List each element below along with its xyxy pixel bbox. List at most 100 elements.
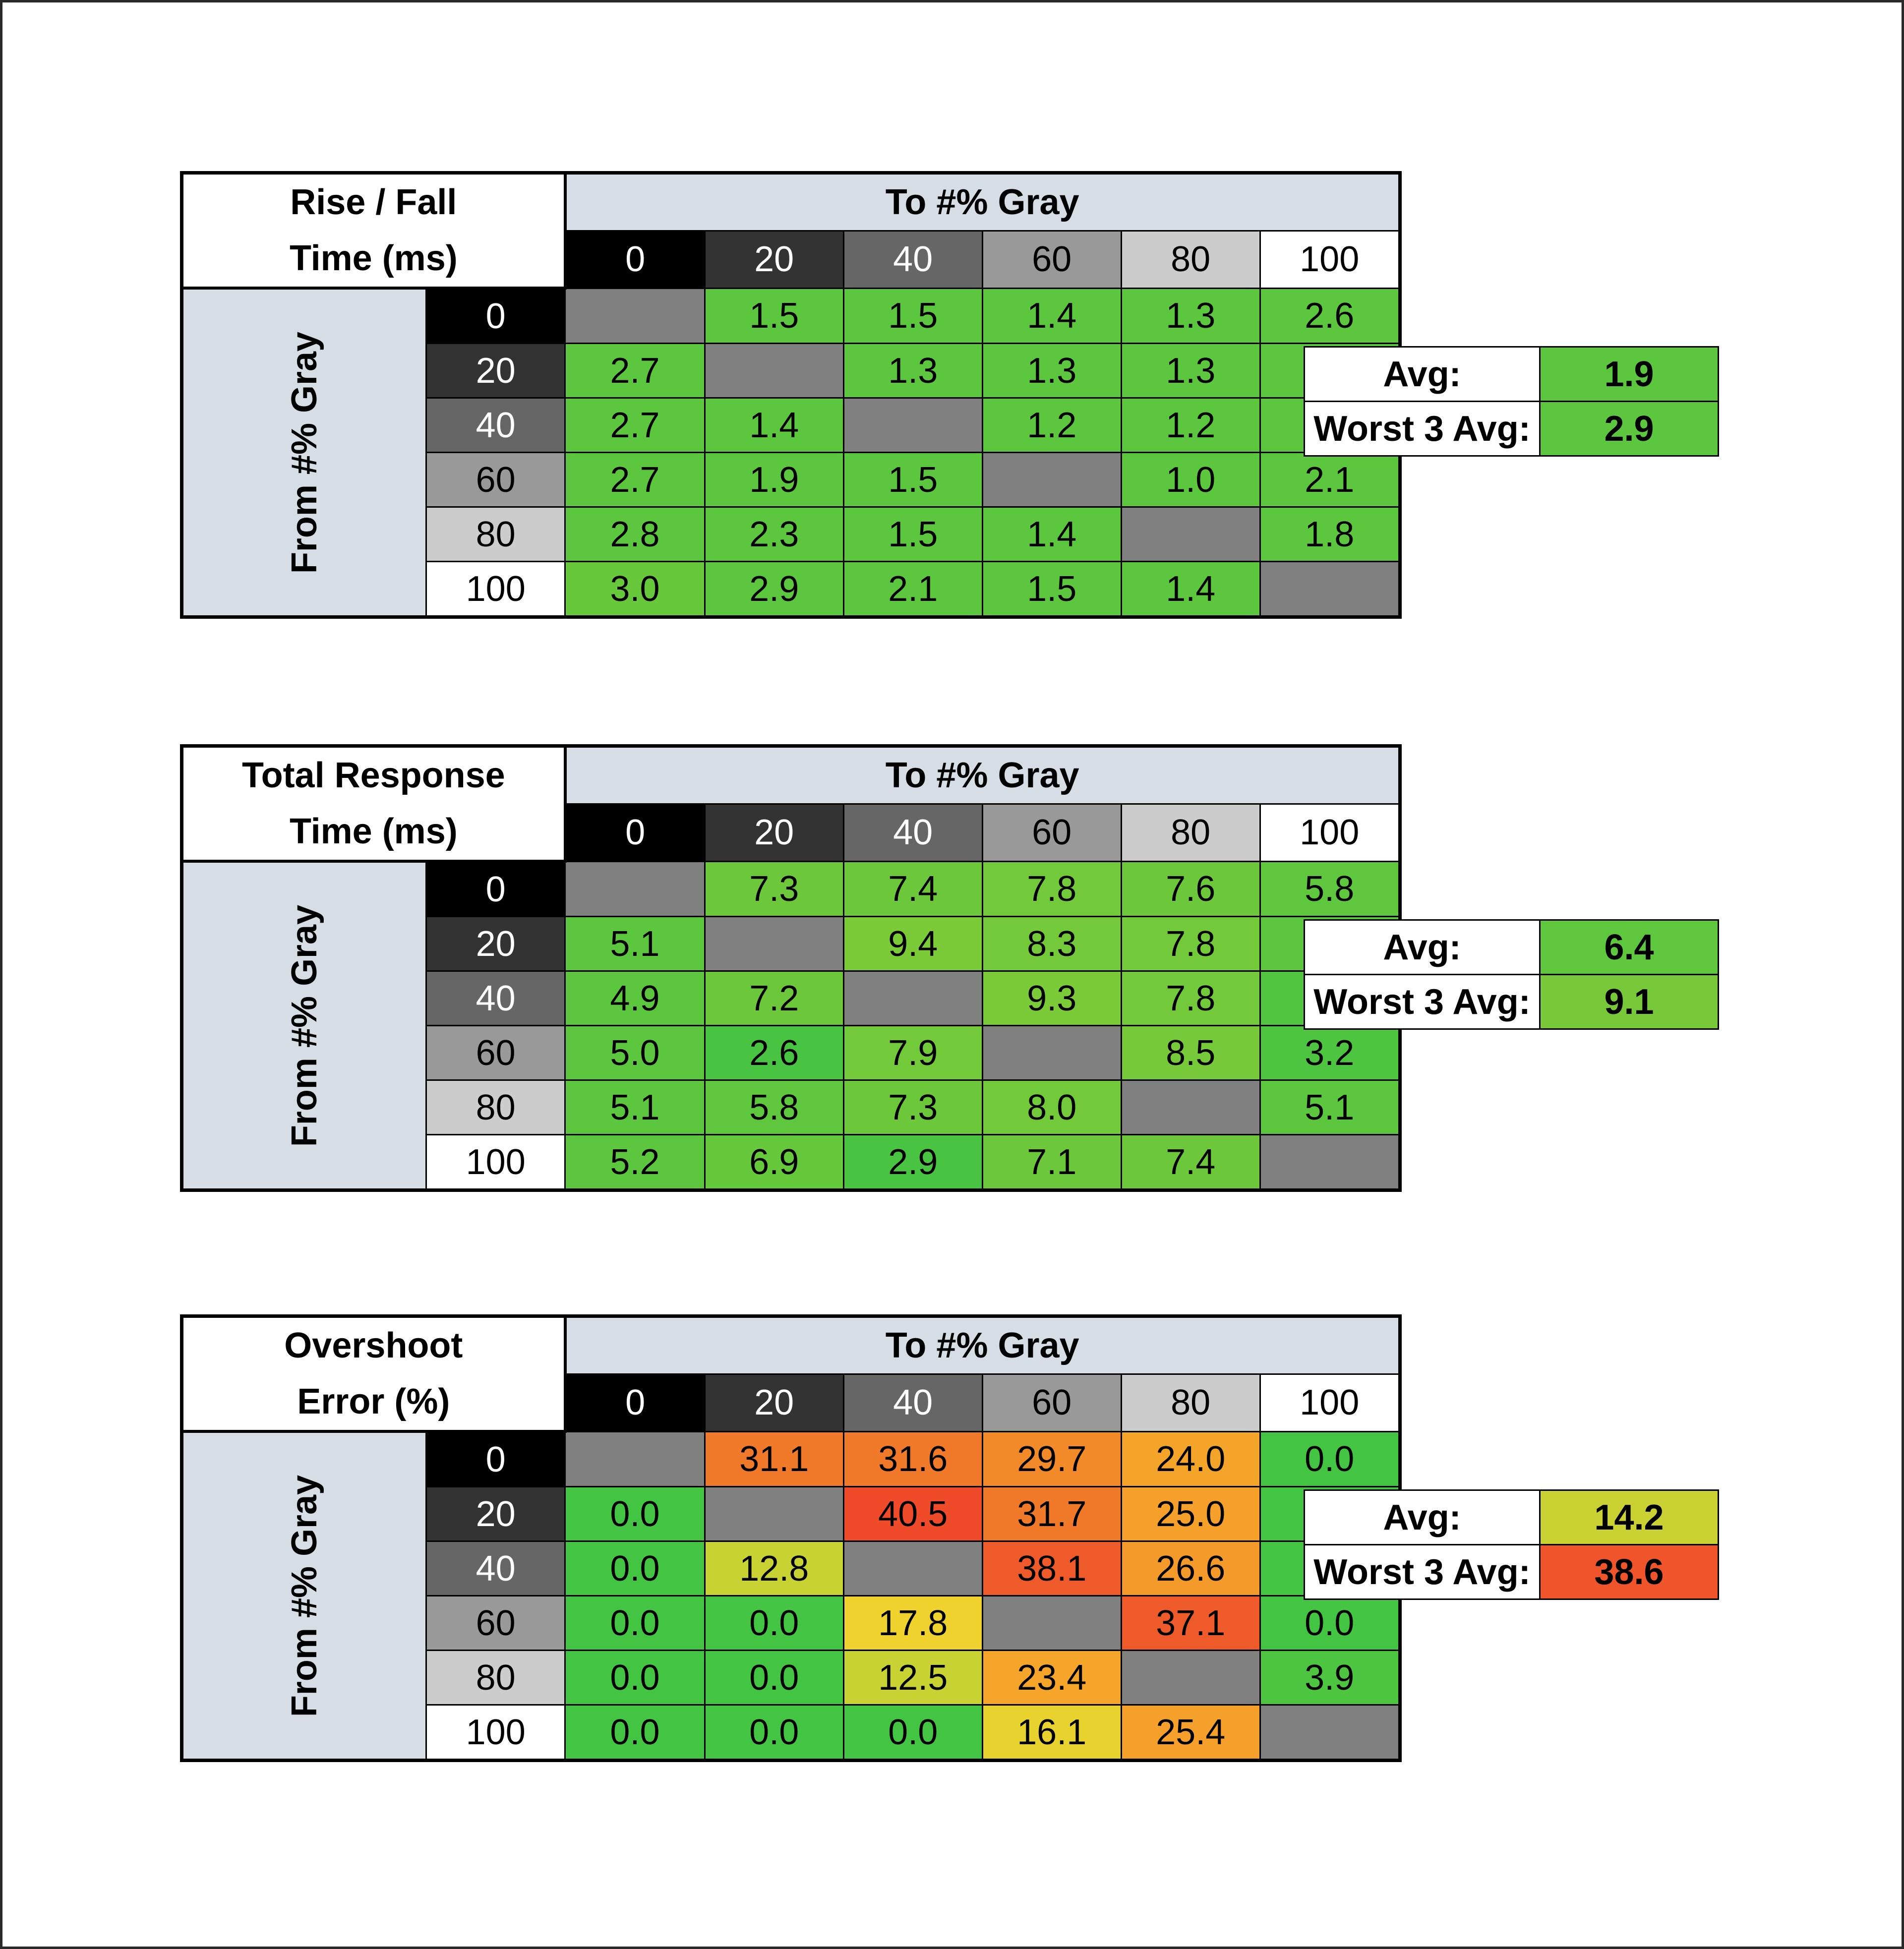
value-cell: 9.3: [981, 970, 1122, 1026]
diagonal-cell: [704, 1486, 844, 1542]
header-row: Total Response Time (ms) To #% Gray: [180, 745, 1401, 863]
value-cell: 1.2: [981, 397, 1122, 453]
column-level-60: 60: [981, 230, 1122, 289]
worst3-avg-label: Worst 3 Avg:: [1304, 1544, 1541, 1600]
column-level-60: 60: [981, 1373, 1122, 1432]
table-title-line: Rise / Fall: [290, 182, 457, 222]
value-cell: 1.4: [1120, 561, 1261, 618]
table-title: Rise / Fall Time (ms): [180, 172, 567, 290]
row-level-40: 40: [425, 1540, 566, 1596]
diagonal-cell: [981, 452, 1122, 508]
value-cell: 12.8: [704, 1540, 844, 1596]
data-row: 400.012.838.126.60.0: [182, 1540, 1401, 1596]
to-gray-header: To #% Gray: [564, 172, 1401, 232]
value-cell: 1.5: [842, 287, 983, 344]
value-cell: 0.0: [564, 1704, 706, 1761]
column-level-80: 80: [1120, 230, 1261, 289]
data-row: 80 0.0 0.0 12.5 23.4 3.9: [182, 1650, 1401, 1706]
column-level-60: 60: [981, 803, 1122, 862]
row-level-80: 80: [425, 1650, 566, 1706]
value-cell: 2.3: [704, 506, 844, 562]
from-gray-header: From #% Gray: [180, 1430, 427, 1761]
value-cell: 0.0: [564, 1540, 706, 1596]
value-cell: 0.0: [564, 1486, 706, 1542]
value-cell: 0.0: [564, 1595, 706, 1651]
data-row: 60 5.0 2.6 7.9 8.5 3.2: [182, 1025, 1401, 1081]
value-cell: 3.0: [564, 561, 706, 618]
data-row: From #% Gray 0 31.1 31.6 29.7 24.0 0.0: [180, 1430, 1401, 1761]
value-cell: 8.0: [981, 1079, 1122, 1135]
summary-table: Avg: 14.2 Worst 3 Avg: 38.6: [1304, 1489, 1719, 1600]
value-cell: 2.9: [704, 561, 844, 618]
worst3-avg-value: 2.9: [1539, 401, 1719, 457]
avg-row: Avg: 1.9: [1304, 346, 1719, 402]
data-row: 402.71.41.21.22.3: [182, 397, 1401, 453]
table-panel-3: Overshoot Error (%) To #% Gray 0 20 40 60 80 100…: [180, 1314, 1402, 1762]
value-cell: 7.6: [1120, 860, 1261, 917]
data-row: 60 0.0 0.0 17.8 37.1 0.0: [182, 1595, 1401, 1651]
to-gray-header: To #% Gray: [564, 1315, 1401, 1375]
value-cell: 7.8: [1120, 916, 1261, 972]
value-cell: 17.8: [842, 1595, 983, 1651]
value-cell: 1.3: [842, 343, 983, 399]
table-panel-2: Total Response Time (ms) To #% Gray 0 20 40 60…: [180, 744, 1402, 1192]
column-levels-row: 0 20 40 60 80 100: [182, 1373, 1401, 1432]
diagonal-cell: [1120, 1650, 1261, 1706]
data-row: From #% Gray 0 7.3 7.4 7.8 7.6 5.8: [180, 860, 1401, 1191]
column-level-20: 20: [704, 803, 844, 862]
row-level-100: 100: [425, 561, 566, 618]
column-levels-row: 0 20 40 60 80 100: [182, 230, 1401, 289]
data-row: 80 5.1 5.8 7.3 8.0 5.1: [182, 1079, 1401, 1135]
value-cell: 7.3: [842, 1079, 983, 1135]
value-cell: 16.1: [981, 1704, 1122, 1761]
diagonal-cell: [564, 1430, 706, 1487]
diagonal-cell: [1120, 506, 1261, 562]
from-gray-label: From #% Gray: [285, 1475, 325, 1717]
value-cell: 0.0: [1259, 1595, 1401, 1651]
value-cell: 2.7: [564, 452, 706, 508]
value-cell: 5.1: [564, 1079, 706, 1135]
heatmap-table: Rise / Fall Time (ms) To #% Gray 0 20 40 60 80 1…: [180, 171, 1402, 619]
data-row: 100 0.0 0.0 0.0 16.1 25.4: [182, 1704, 1401, 1761]
worst3-avg-label: Worst 3 Avg:: [1304, 974, 1541, 1030]
column-level-0: 0: [564, 803, 706, 862]
diagonal-cell: [1259, 1134, 1401, 1191]
table-title-line: Total Response: [241, 756, 505, 795]
diagonal-cell: [842, 397, 983, 453]
column-level-80: 80: [1120, 1373, 1261, 1432]
heatmap-table: Overshoot Error (%) To #% Gray 0 20 40 60 80 100…: [180, 1314, 1402, 1762]
value-cell: 7.8: [981, 860, 1122, 917]
value-cell: 5.8: [704, 1079, 844, 1135]
data-row: 200.040.531.725.00.0: [182, 1486, 1401, 1542]
table-panel-1: Rise / Fall Time (ms) To #% Gray 0 20 40 60 80 1…: [180, 171, 1402, 619]
column-level-100: 100: [1259, 230, 1401, 289]
worst3-avg-row: Worst 3 Avg: 2.9: [1304, 401, 1719, 457]
row-level-0: 0: [425, 287, 566, 344]
data-row: 80 2.8 2.3 1.5 1.4 1.8: [182, 506, 1401, 562]
value-cell: 0.0: [564, 1650, 706, 1706]
row-level-80: 80: [425, 506, 566, 562]
value-cell: 1.5: [842, 506, 983, 562]
value-cell: 7.1: [981, 1134, 1122, 1191]
avg-label: Avg:: [1304, 1489, 1541, 1545]
column-level-40: 40: [842, 230, 983, 289]
diagonal-cell: [564, 860, 706, 917]
value-cell: 3.2: [1259, 1025, 1401, 1081]
column-levels-row: 0 20 40 60 80 100: [182, 803, 1401, 862]
row-level-100: 100: [425, 1134, 566, 1191]
diagonal-cell: [1259, 1704, 1401, 1761]
value-cell: 25.4: [1120, 1704, 1261, 1761]
value-cell: 1.3: [1120, 287, 1261, 344]
table-title-line: Overshoot: [284, 1326, 463, 1365]
value-cell: 2.1: [1259, 452, 1401, 508]
value-cell: 5.2: [564, 1134, 706, 1191]
value-cell: 40.5: [842, 1486, 983, 1542]
value-cell: 1.0: [1120, 452, 1261, 508]
worst3-avg-label: Worst 3 Avg:: [1304, 401, 1541, 457]
value-cell: 29.7: [981, 1430, 1122, 1487]
row-level-80: 80: [425, 1079, 566, 1135]
value-cell: 5.1: [1259, 1079, 1401, 1135]
value-cell: 5.1: [564, 916, 706, 972]
avg-value: 14.2: [1539, 1489, 1719, 1545]
value-cell: 1.3: [981, 343, 1122, 399]
